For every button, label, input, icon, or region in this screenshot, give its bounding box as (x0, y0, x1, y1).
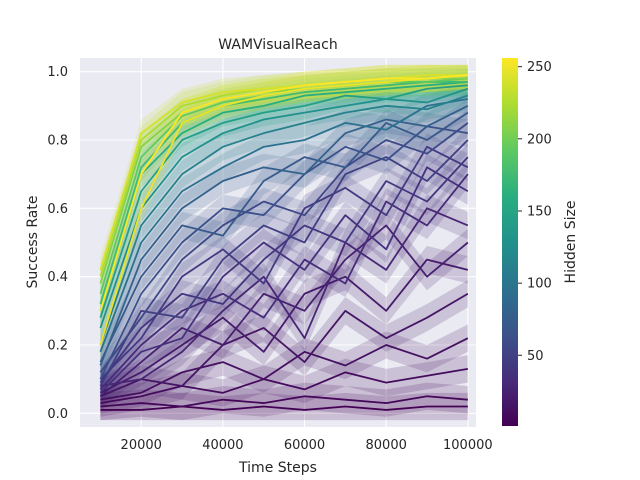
confidence-band (100, 81, 468, 359)
series-line (99, 74, 468, 271)
y-tick-label: 0.2 (47, 339, 68, 354)
series-line (99, 122, 469, 373)
series-line (99, 98, 468, 353)
series-line (99, 87, 469, 329)
series-line (100, 292, 469, 398)
series-lines (99, 74, 469, 411)
series-line (99, 166, 469, 394)
colorbar-tick-label: 100 (527, 277, 552, 292)
x-tick-labels: 20000 40000 60000 80000 100000 (121, 438, 493, 453)
confidence-band (100, 92, 468, 380)
series-line (99, 145, 469, 380)
confidence-band (100, 355, 468, 417)
series-line (99, 139, 469, 387)
confidence-band (100, 68, 468, 325)
confidence-band (100, 68, 468, 318)
confidence-band (100, 324, 468, 414)
series-line (99, 74, 468, 346)
x-tick-label: 20000 (121, 438, 162, 453)
colorbar-ticks: 50 100 150 200 250 (518, 60, 552, 364)
colorbar-tick-label: 200 (527, 132, 552, 147)
confidence-band (100, 133, 468, 393)
colorbar-tick-label: 150 (527, 204, 552, 219)
confidence-band (100, 194, 468, 400)
y-tick-label: 0.0 (47, 407, 68, 422)
confidence-band (100, 64, 468, 291)
x-axis-label: Time Steps (238, 460, 317, 476)
series-line (100, 207, 469, 387)
series-line (100, 395, 468, 408)
confidence-band (100, 153, 468, 407)
series-line (100, 368, 468, 404)
plot-background (80, 58, 476, 427)
x-tick-label: 60000 (284, 438, 325, 453)
y-tick-label: 1.0 (47, 65, 68, 80)
series-line (99, 81, 468, 312)
confidence-band (100, 392, 468, 421)
confidence-band (100, 75, 468, 342)
confidence-band (100, 64, 468, 325)
chart-title: WAMVisualReach (218, 37, 337, 53)
confidence-band (100, 245, 468, 407)
y-tick-label: 0.6 (47, 202, 68, 217)
series-line (99, 125, 468, 380)
confidence-band (100, 64, 468, 308)
series-line (99, 156, 469, 384)
series-line (99, 173, 469, 391)
y-tick-labels: 0.0 0.2 0.4 0.6 0.8 1.0 (47, 65, 68, 422)
x-tick-label: 100000 (443, 438, 493, 453)
y-tick-label: 0.4 (47, 270, 68, 285)
series-line (100, 258, 469, 394)
x-tick-label: 80000 (366, 438, 407, 453)
confidence-band (100, 211, 468, 410)
series-line (99, 81, 468, 305)
colorbar-tick-label: 250 (527, 60, 552, 75)
confidence-band (100, 382, 468, 421)
confidence-band (100, 143, 468, 397)
series-line (99, 94, 469, 346)
series-line (100, 405, 468, 411)
y-axis-label: Success Rate (25, 196, 41, 289)
series-line (99, 74, 468, 312)
confidence-band (100, 85, 468, 366)
confidence-band (100, 64, 468, 298)
confidence-band (100, 64, 468, 284)
x-tick-label: 40000 (202, 438, 243, 453)
colorbar-label: Hidden Size (563, 201, 579, 284)
series-line (99, 105, 469, 366)
series-line (99, 111, 469, 363)
colorbar-tick-label: 50 (527, 349, 544, 364)
y-tick-label: 0.8 (47, 134, 68, 149)
colorbar (502, 58, 518, 426)
